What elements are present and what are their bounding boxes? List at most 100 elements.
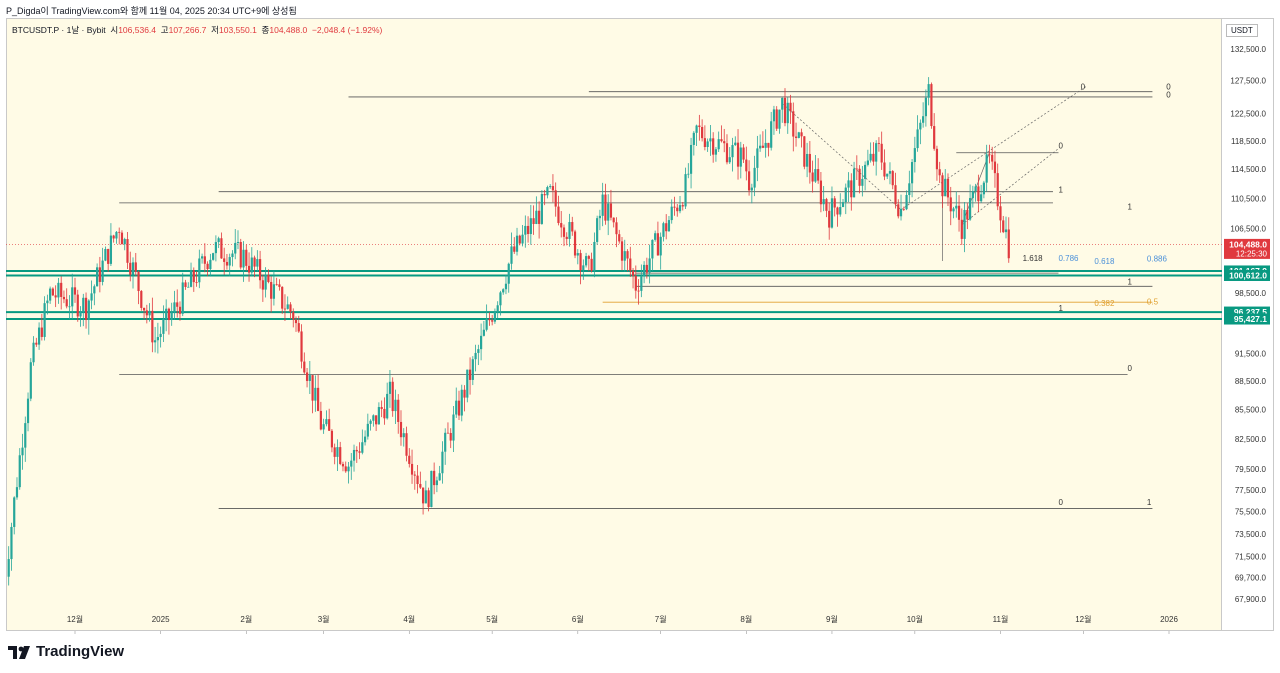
candle-body	[170, 312, 173, 321]
candle-body	[783, 97, 787, 124]
candle-body	[363, 436, 367, 443]
candle-body	[935, 148, 939, 170]
candle-body	[584, 256, 588, 266]
candle-body	[68, 306, 71, 308]
y-tick-label: 75,500.0	[1235, 508, 1267, 517]
low-value: 103,550.1	[218, 25, 257, 35]
x-tick-label: 3월	[318, 614, 330, 624]
candle-body	[140, 291, 143, 308]
symbol-label[interactable]: BTCUSDT.P · 1날 · Bybit	[12, 25, 106, 35]
candle-body	[29, 362, 32, 399]
candle-body	[734, 142, 737, 146]
candle-body	[397, 399, 400, 422]
candle-body	[996, 173, 999, 207]
candle-body	[98, 267, 101, 282]
fib-label: 0.786	[1058, 254, 1079, 263]
candle-body	[154, 340, 157, 343]
candle-body	[524, 225, 527, 235]
candle-body	[576, 253, 579, 256]
candle-body	[963, 209, 966, 239]
candle-body	[822, 199, 825, 205]
candle-body	[709, 138, 712, 142]
candle-body	[446, 432, 450, 434]
candle-body	[62, 296, 66, 300]
candle-body	[877, 143, 881, 144]
candle-body	[938, 169, 941, 176]
candle-body	[913, 148, 916, 163]
candle-body	[247, 265, 251, 273]
candle-body	[416, 475, 419, 484]
candle-body	[880, 143, 883, 163]
candle-body	[96, 267, 99, 287]
candle-body	[322, 424, 325, 430]
fib-label: 0	[1058, 498, 1063, 507]
close-label: 종	[261, 25, 270, 35]
y-tick-label: 71,500.0	[1235, 552, 1267, 561]
candle-body	[770, 121, 773, 148]
candle-body	[369, 420, 372, 424]
candle-body	[587, 256, 590, 259]
candle-body	[736, 142, 740, 167]
candle-body	[214, 242, 217, 254]
x-tick-label: 5월	[486, 614, 498, 624]
candle-body	[924, 97, 927, 117]
candle-body	[897, 204, 900, 217]
open-value: 106,536.4	[118, 25, 157, 35]
candle-body	[427, 490, 430, 507]
candle-body	[15, 487, 19, 498]
chart-pane[interactable]	[6, 18, 1222, 631]
candle-body	[651, 239, 654, 259]
candle-body	[82, 297, 85, 312]
candle-body	[308, 375, 311, 381]
candle-body	[352, 449, 356, 461]
candle-body	[620, 241, 624, 261]
candle-body	[21, 447, 24, 456]
candle-body	[355, 449, 358, 452]
candle-body	[637, 290, 640, 292]
candle-body	[684, 174, 687, 207]
candle-body	[203, 256, 206, 264]
candle-body	[875, 143, 878, 162]
candle-body	[402, 433, 405, 438]
candle-body	[828, 210, 831, 228]
candle-body	[919, 122, 922, 130]
candle-body	[844, 187, 847, 203]
candle-body	[540, 194, 543, 224]
candle-body	[761, 145, 764, 148]
candle-body	[176, 302, 179, 307]
y-tick-label: 114,500.0	[1231, 165, 1267, 174]
candle-body	[502, 289, 505, 293]
candle-body	[104, 249, 107, 261]
price-tag-box	[1224, 238, 1270, 259]
candle-body	[789, 102, 792, 112]
fib-label: 0.382	[1094, 299, 1115, 308]
candle-body	[468, 369, 472, 380]
candle-body	[231, 253, 234, 258]
price-tag: 96,237.5	[1224, 306, 1270, 318]
candle-body	[852, 168, 856, 198]
currency-unit[interactable]: USDT	[1226, 24, 1258, 37]
candle-body	[223, 258, 226, 262]
candle-body	[993, 161, 997, 174]
candle-body	[623, 251, 626, 261]
fib-label: 0	[1058, 142, 1063, 151]
candle-body	[772, 109, 776, 122]
candle-body	[250, 257, 253, 273]
candle-body	[590, 258, 593, 271]
candle-body	[466, 369, 469, 398]
candle-body	[607, 203, 610, 221]
candle-body	[510, 246, 513, 264]
fib-label: 1	[1147, 498, 1152, 507]
candle-body	[491, 320, 494, 322]
candle-body	[366, 423, 369, 437]
candle-body	[101, 260, 104, 282]
candle-body	[200, 256, 204, 259]
candle-body	[419, 483, 422, 488]
candle-body	[272, 284, 276, 299]
candle-body	[836, 207, 839, 215]
fib-label: 1	[1058, 304, 1063, 313]
price-tag: 100,612.0	[1224, 269, 1270, 281]
candle-body	[361, 442, 364, 453]
candle-body	[73, 287, 77, 295]
